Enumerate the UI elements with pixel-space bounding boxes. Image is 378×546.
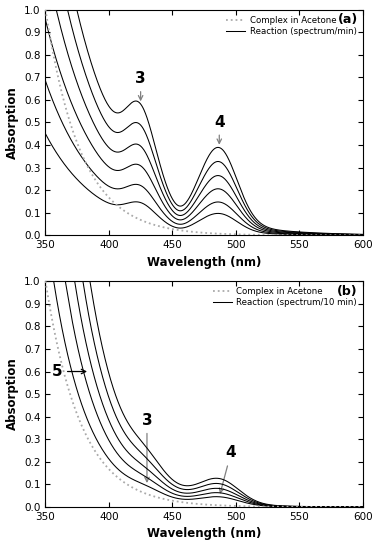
X-axis label: Wavelength (nm): Wavelength (nm) (147, 256, 261, 269)
Text: 5: 5 (51, 364, 86, 379)
X-axis label: Wavelength (nm): Wavelength (nm) (147, 527, 261, 541)
Y-axis label: Absorption: Absorption (6, 86, 19, 159)
Text: (a): (a) (338, 13, 358, 26)
Legend: Complex in Acetone, Reaction (spectrum/10 min): Complex in Acetone, Reaction (spectrum/1… (211, 286, 358, 309)
Text: 4: 4 (214, 115, 225, 144)
Text: 3: 3 (142, 413, 152, 482)
Legend: Complex in Acetone, Reaction (spectrum/min): Complex in Acetone, Reaction (spectrum/m… (225, 14, 358, 38)
Text: (b): (b) (337, 284, 358, 298)
Text: 3: 3 (135, 71, 146, 100)
Text: 4: 4 (219, 446, 236, 492)
Y-axis label: Absorption: Absorption (6, 358, 19, 430)
